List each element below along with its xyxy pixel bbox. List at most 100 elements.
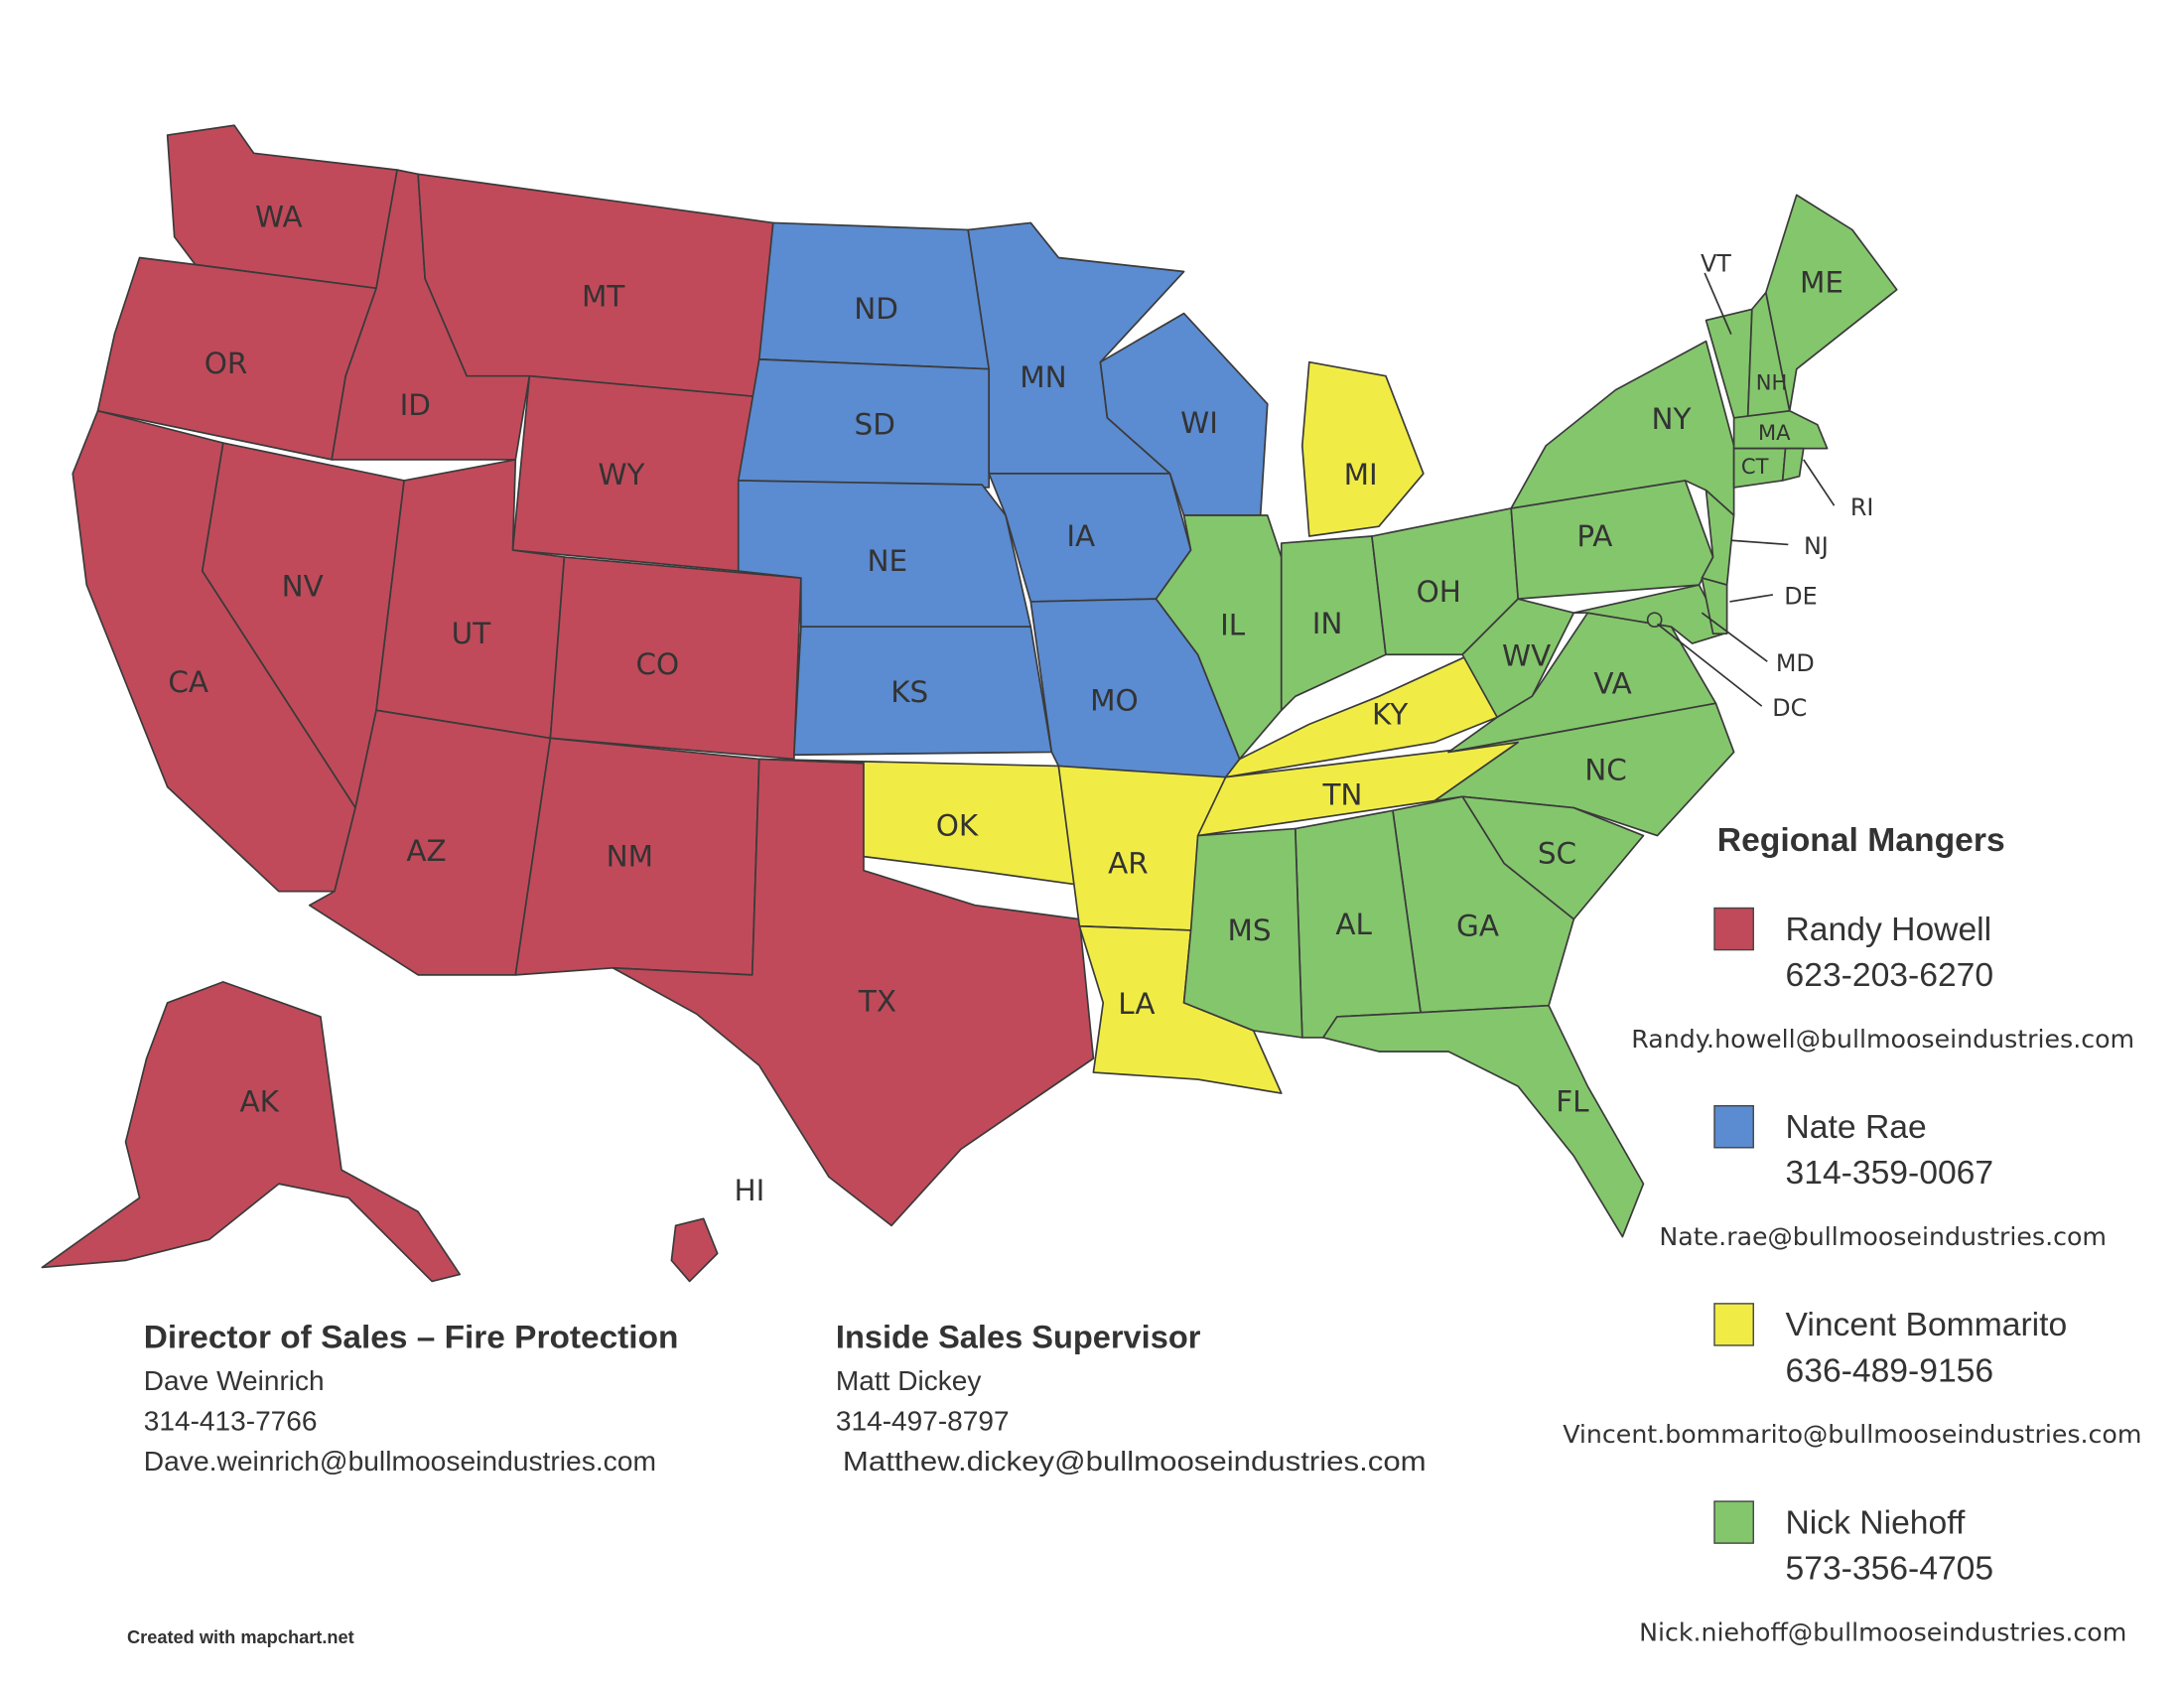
- state-label: LA: [1118, 987, 1155, 1021]
- state-label: TX: [858, 984, 896, 1018]
- state-label: AL: [1335, 908, 1372, 941]
- footer-credit: Created with mapchart.net: [127, 1626, 354, 1647]
- state-label: NC: [1584, 753, 1627, 786]
- state-label: WV: [1502, 638, 1551, 672]
- state-label: ME: [1800, 266, 1843, 300]
- state-label: OR: [205, 347, 248, 380]
- state-label: WI: [1180, 406, 1218, 440]
- legend: Regional Mangers Randy Howell 623-203-627…: [1563, 822, 2141, 1646]
- state-label: KY: [1372, 697, 1409, 731]
- state-label: CT: [1741, 454, 1769, 479]
- manager-phone: 623-203-6270: [1786, 957, 1994, 994]
- state-label: CO: [636, 647, 680, 681]
- state-tx[interactable]: [612, 758, 1095, 1227]
- manager-phone: 573-356-4705: [1786, 1551, 1994, 1588]
- state-label: SD: [855, 408, 895, 442]
- state-label: ND: [854, 292, 898, 326]
- state-ak[interactable]: [41, 981, 462, 1283]
- state-label: CA: [168, 665, 208, 699]
- state-ms[interactable]: [1182, 827, 1303, 1039]
- state-label: KS: [890, 675, 928, 709]
- state-label: MS: [1227, 914, 1271, 947]
- state-label: MO: [1090, 683, 1139, 717]
- manager-name: Vincent Bommarito: [1786, 1307, 2068, 1343]
- state-label: WY: [598, 458, 645, 492]
- manager-name: Randy Howell: [1786, 912, 1992, 948]
- state-label: IL: [1220, 609, 1246, 642]
- contact-title: Inside Sales Supervisor: [836, 1320, 1201, 1355]
- state-label: MI: [1344, 458, 1378, 492]
- state-ca[interactable]: [71, 409, 356, 893]
- state-label: HI: [735, 1174, 765, 1207]
- legend-swatch: [1713, 1500, 1754, 1544]
- manager-phone: 314-359-0067: [1786, 1155, 1994, 1192]
- state-ri[interactable]: [1781, 447, 1805, 482]
- state-md[interactable]: [1572, 584, 1725, 644]
- state-label: MN: [1020, 360, 1066, 394]
- legend-item: Nick Niehoff 573-356-4705 Nick.niehoff@bul…: [1639, 1500, 2126, 1646]
- state-il[interactable]: [1155, 514, 1283, 761]
- callout-line: [1656, 623, 1763, 707]
- state-label: SC: [1538, 837, 1576, 871]
- state-label: MA: [1758, 420, 1791, 445]
- manager-email[interactable]: Vincent.bommarito@bullmooseindustries.co…: [1563, 1420, 2141, 1449]
- manager-email[interactable]: Nick.niehoff@bullmooseindustries.com: [1639, 1618, 2126, 1646]
- state-in[interactable]: [1280, 535, 1387, 712]
- state-labels: WA OR ID MT WY NV CA UT CO AZ NM TX AK HI ND SD NE KS MN IA…: [168, 201, 1873, 1207]
- state-label: AK: [239, 1084, 279, 1118]
- state-label: VA: [1593, 667, 1631, 701]
- state-label: NH: [1756, 370, 1788, 395]
- contact-name: Matt Dickey: [836, 1365, 981, 1396]
- state-label: DC: [1772, 694, 1807, 722]
- legend-swatch: [1713, 907, 1754, 951]
- state-label: ID: [400, 388, 431, 422]
- state-label: MT: [582, 280, 625, 314]
- legend-item: Nate Rae 314-359-0067 Nate.rae@bullmoosein…: [1659, 1104, 2107, 1251]
- legend-title: Regional Mangers: [1717, 822, 2005, 859]
- state-label: TN: [1321, 778, 1362, 812]
- state-sd[interactable]: [737, 358, 991, 489]
- manager-name: Nate Rae: [1786, 1109, 1927, 1146]
- state-label: RI: [1850, 493, 1874, 521]
- state-label: AR: [1108, 846, 1149, 880]
- contact-inside-sales: Inside Sales Supervisor Matt Dickey 314-…: [836, 1320, 1427, 1477]
- state-label: IN: [1312, 607, 1343, 640]
- state-mi[interactable]: [1300, 360, 1425, 537]
- state-ma[interactable]: [1732, 409, 1829, 450]
- manager-email[interactable]: Nate.rae@bullmooseindustries.com: [1659, 1222, 2107, 1251]
- manager-name: Nick Niehoff: [1786, 1504, 1966, 1541]
- state-label: WA: [255, 201, 303, 234]
- state-label: FL: [1556, 1084, 1589, 1118]
- state-de[interactable]: [1701, 577, 1728, 635]
- contact-name: Dave Weinrich: [144, 1365, 325, 1396]
- state-label: VT: [1701, 250, 1731, 278]
- state-label: OH: [1417, 575, 1461, 609]
- state-label: NY: [1651, 402, 1692, 436]
- state-label: UT: [452, 617, 492, 650]
- manager-phone: 636-489-9156: [1786, 1352, 1994, 1389]
- callout-line: [1730, 539, 1789, 546]
- state-fl[interactable]: [1321, 1004, 1645, 1238]
- state-label: PA: [1576, 519, 1612, 553]
- callout-line: [1704, 272, 1732, 335]
- state-hi[interactable]: [670, 1217, 719, 1283]
- legend-swatch: [1713, 1104, 1754, 1149]
- contact-email[interactable]: Matthew.dickey@bullmooseindustries.com: [843, 1446, 1427, 1477]
- legend-swatch: [1713, 1303, 1754, 1346]
- state-label: DE: [1784, 583, 1817, 611]
- state-ny[interactable]: [1510, 340, 1735, 516]
- manager-email[interactable]: Randy.howell@bullmooseindustries.com: [1631, 1025, 2134, 1054]
- state-label: OK: [936, 809, 979, 843]
- legend-item: Vincent Bommarito 636-489-9156 Vincent.bom…: [1563, 1303, 2141, 1449]
- contact-phone: 314-413-7766: [144, 1406, 318, 1437]
- state-label: NM: [607, 839, 653, 873]
- state-wv[interactable]: [1461, 598, 1575, 719]
- state-label: NJ: [1804, 532, 1829, 560]
- state-label: NE: [867, 544, 907, 578]
- state-label: AZ: [406, 834, 446, 868]
- state-dc[interactable]: [1646, 612, 1663, 629]
- contact-email[interactable]: Dave.weinrich@bullmooseindustries.com: [144, 1446, 656, 1477]
- callout-line: [1701, 612, 1768, 662]
- contact-director: Director of Sales – Fire Protection Dave…: [144, 1320, 679, 1477]
